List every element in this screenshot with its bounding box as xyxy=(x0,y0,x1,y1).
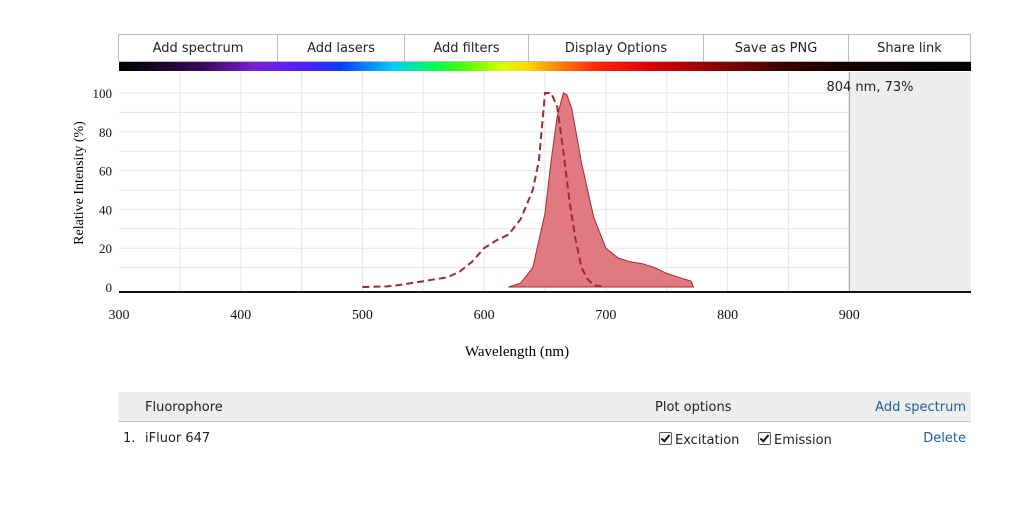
add-filters-button[interactable]: Add filters xyxy=(405,35,529,61)
emission-checkbox[interactable] xyxy=(758,432,771,445)
gridlines xyxy=(119,72,850,292)
x-tick-label: 700 xyxy=(595,308,616,323)
x-tick-label: 900 xyxy=(839,308,860,323)
save-png-button[interactable]: Save as PNG xyxy=(704,35,849,61)
emission-series xyxy=(508,92,695,288)
add-spectrum-link[interactable]: Add spectrum xyxy=(875,400,966,415)
display-options-button[interactable]: Display Options xyxy=(529,35,704,61)
excitation-toggle[interactable]: Excitation xyxy=(659,432,739,448)
add-spectrum-button[interactable]: Add spectrum xyxy=(119,35,278,61)
cursor-readout: 804 nm, 73% xyxy=(826,80,913,95)
add-lasers-button[interactable]: Add lasers xyxy=(278,35,405,61)
x-tick-label: 500 xyxy=(352,308,373,323)
x-axis-label: Wavelength (nm) xyxy=(465,344,569,360)
row-index: 1. xyxy=(123,431,136,446)
table-row: 1. iFluor 647 Excitation Emission Delete xyxy=(118,424,971,454)
excitation-series xyxy=(362,92,607,288)
spectrum-bar xyxy=(119,62,971,71)
y-axis-label: Relative Intensity (%) xyxy=(72,121,87,245)
y-tick-label: 60 xyxy=(99,164,112,179)
y-tick-label: 100 xyxy=(93,86,113,101)
fluorophore-table-header: Fluorophore Plot options Add spectrum xyxy=(118,392,971,422)
x-axis: 300 400 500 600 700 800 900 xyxy=(109,308,860,323)
excitation-label: Excitation xyxy=(675,433,740,448)
delete-link[interactable]: Delete xyxy=(923,431,966,446)
fluorophore-name: iFluor 647 xyxy=(145,431,211,446)
x-tick-label: 600 xyxy=(474,308,495,323)
x-tick-label: 400 xyxy=(230,308,251,323)
y-tick-label: 0 xyxy=(106,280,113,295)
plot-options-header: Plot options xyxy=(655,400,732,415)
spectrum-chart[interactable]: 300 400 500 600 700 800 900 0 20 40 60 80 100 Wavel… xyxy=(0,0,1018,380)
y-axis: 0 20 40 60 80 100 xyxy=(93,86,113,295)
excitation-checkbox[interactable] xyxy=(659,432,672,445)
emission-label: Emission xyxy=(774,433,832,448)
y-tick-label: 80 xyxy=(99,125,112,140)
emission-toggle[interactable]: Emission xyxy=(758,432,832,448)
fluorophore-header: Fluorophore xyxy=(145,400,223,415)
cursor-shade-region xyxy=(849,72,971,292)
toolbar: Add spectrum Add lasers Add filters Disp… xyxy=(118,34,971,62)
share-link-button[interactable]: Share link xyxy=(877,40,942,56)
x-tick-label: 300 xyxy=(109,308,130,323)
y-tick-label: 40 xyxy=(99,202,112,217)
x-tick-label: 800 xyxy=(717,308,738,323)
y-tick-label: 20 xyxy=(99,241,112,256)
